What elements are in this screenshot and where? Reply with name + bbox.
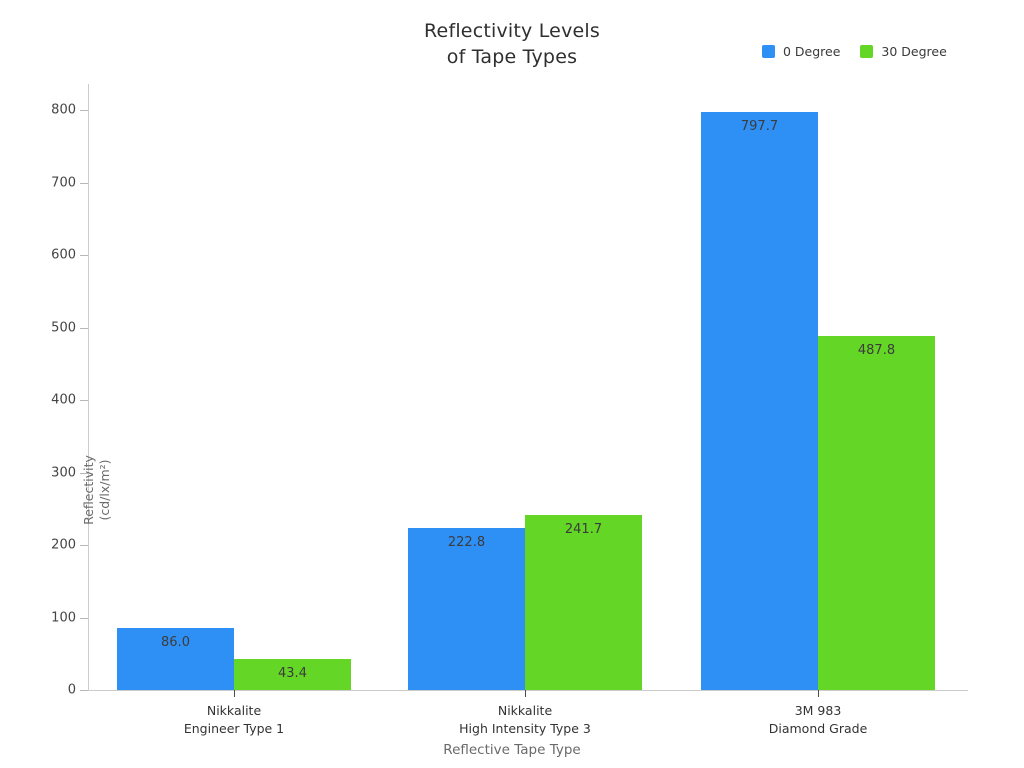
- x-axis-tick-label: Nikkalite High Intensity Type 3: [459, 703, 591, 736]
- legend-label-0-degree: 0 Degree: [783, 44, 841, 59]
- y-axis-tick-label: 600: [51, 247, 76, 263]
- y-axis-tick-label: 100: [51, 610, 76, 625]
- y-axis-tick-label: 800: [51, 102, 76, 118]
- y-axis-tick-mark: [80, 545, 88, 546]
- y-axis-tick-mark: [80, 690, 88, 691]
- y-axis-tick-mark: [80, 617, 88, 619]
- bar-value-label: 487.8: [857, 343, 896, 359]
- plot-area: 0 100 200 300 400 500 600 700 800 Nikkalite Engi…: [51, 84, 968, 736]
- legend-swatch-icon-30-degree: [860, 45, 874, 58]
- legend-label-30-degree: 30 Degree: [881, 44, 947, 59]
- bar-30-degree[interactable]: 241.7: [525, 514, 642, 690]
- bar-0-degree[interactable]: 222.8: [408, 528, 525, 690]
- x-axis-tick-label: 3M 983 Diamond Grade: [768, 703, 868, 736]
- y-axis-tick-label: 0: [67, 682, 76, 698]
- bar-value-label: 797.7: [740, 118, 779, 134]
- y-axis-tick-label: 400: [51, 392, 76, 408]
- y-axis-tick-mark: [80, 255, 88, 256]
- y-axis-tick-mark: [80, 182, 88, 184]
- x-axis-tick-label: Nikkalite Engineer Type 1: [183, 703, 285, 736]
- bar-value-label: 86.0: [161, 634, 190, 650]
- legend-swatch-icon-0-degree: [762, 45, 775, 58]
- x-axis-tick-mark: [525, 690, 526, 697]
- y-axis-title: Reflectivity (cd/lx/m²): [80, 455, 112, 525]
- bar-value-label: 43.4: [278, 665, 307, 681]
- chart-title: Reflectivity Levels of Tape Types: [424, 20, 600, 68]
- x-axis-line: [88, 690, 968, 691]
- bar-0-degree[interactable]: 797.7: [701, 111, 818, 690]
- x-axis-tick-mark: [234, 690, 235, 697]
- bar-0-degree[interactable]: 86.0: [117, 627, 234, 690]
- chart-legend: 0 Degree 30 Degree: [762, 44, 947, 59]
- y-axis-tick-label: 700: [51, 175, 76, 190]
- bar-30-degree[interactable]: 487.8: [818, 336, 935, 690]
- bar-30-degree[interactable]: 43.4: [234, 658, 351, 690]
- x-axis-title: Reflective Tape Type: [443, 742, 581, 758]
- x-axis-tick-mark: [818, 690, 819, 697]
- y-axis-tick-label: 500: [51, 320, 76, 335]
- y-axis-tick-mark: [80, 472, 88, 474]
- bar-value-label: 241.7: [564, 521, 603, 537]
- y-axis-tick-label: 300: [51, 465, 76, 480]
- y-axis-line: [88, 84, 89, 690]
- y-axis-tick-mark: [80, 110, 88, 111]
- y-axis-tick-mark: [80, 400, 88, 401]
- y-axis-tick-mark: [80, 327, 88, 329]
- legend-item-0-degree[interactable]: 0 Degree: [762, 44, 840, 59]
- y-axis-tick-label: 200: [51, 537, 76, 553]
- bar-value-label: 222.8: [447, 535, 486, 551]
- legend-item-30-degree[interactable]: 30 Degree: [860, 44, 947, 59]
